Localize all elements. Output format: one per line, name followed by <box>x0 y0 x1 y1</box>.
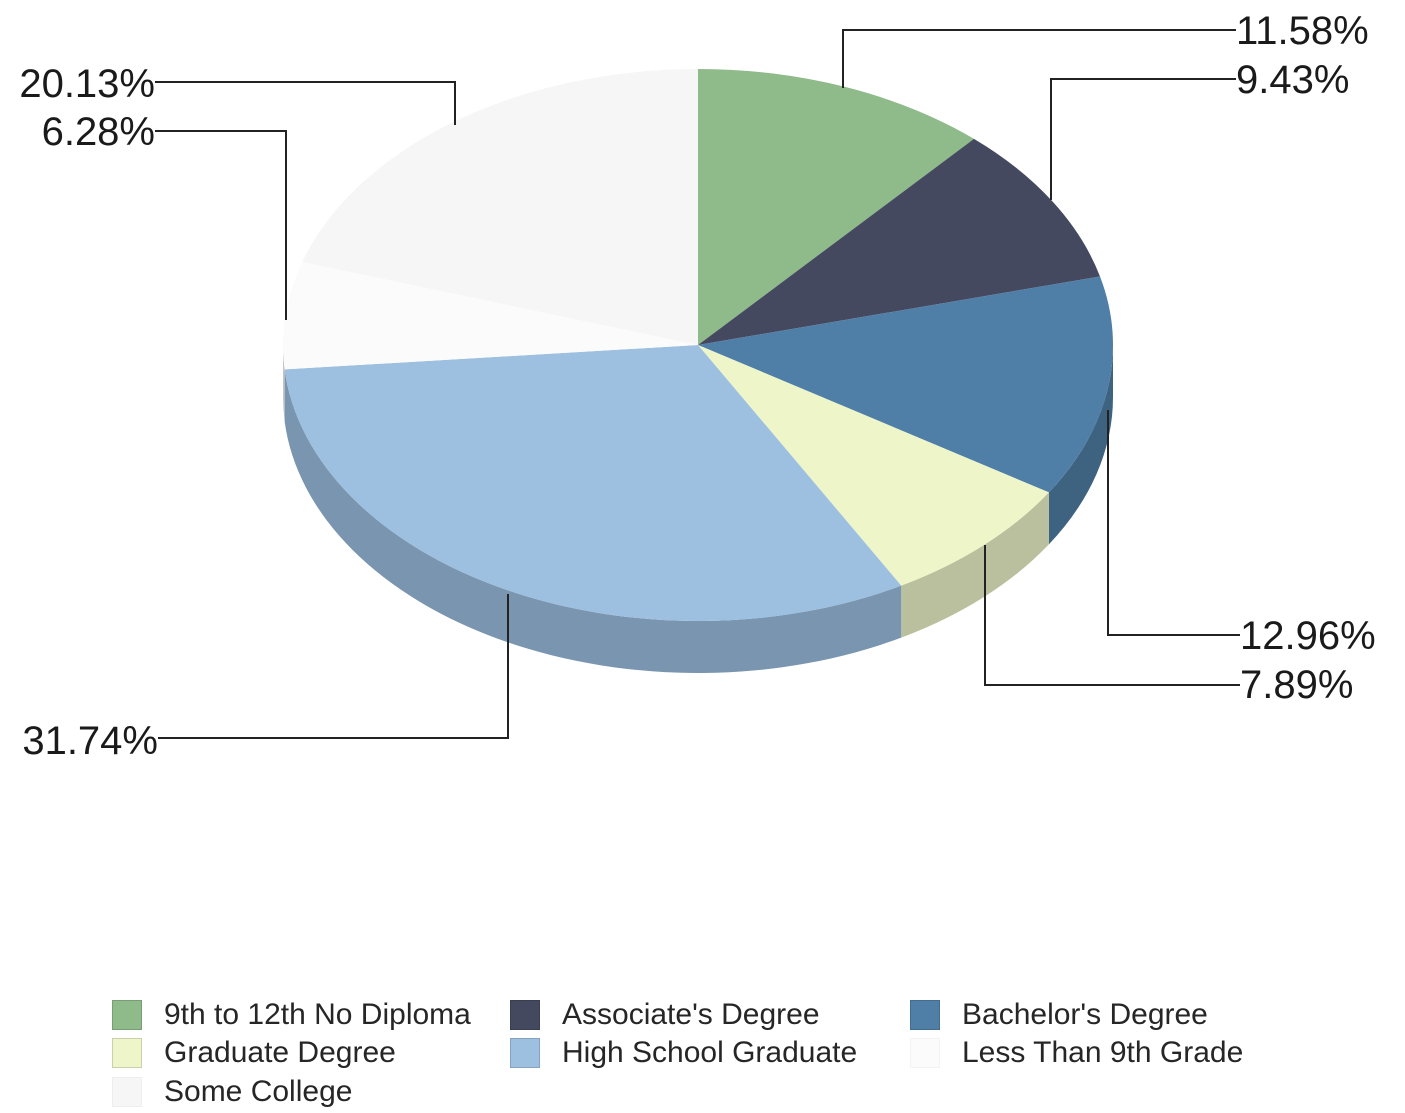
legend-item-bachelor-s-degree: Bachelor's Degree <box>910 996 1208 1034</box>
pie-slice-bachelor-s-degree <box>698 276 1113 493</box>
leader-line-associate-s-degree <box>1050 78 1236 200</box>
pct-label-less-than-9th-grade: 6.28% <box>42 110 155 154</box>
pie-slice-9th-to-12th-no-diploma <box>698 69 974 345</box>
legend-swatch-less-than-9th-grade <box>910 1038 940 1068</box>
pie-side-walls <box>283 345 1113 674</box>
legend-item-less-than-9th-grade: Less Than 9th Grade <box>910 1034 1243 1072</box>
legend-item-some-college: Some College <box>112 1073 352 1111</box>
legend-swatch-9th-to-12th-no-diploma <box>112 1000 142 1030</box>
leader-line-some-college <box>155 81 456 125</box>
pct-label-high-school-graduate: 31.74% <box>22 719 158 763</box>
chart-legend: 9th to 12th No Diploma Associate's Degree… <box>112 996 1312 1113</box>
leader-line-graduate-degree <box>984 545 1240 686</box>
pie-side-graduate-degree <box>901 492 1049 638</box>
legend-swatch-some-college <box>112 1077 142 1107</box>
leader-line-bachelor-s-degree <box>1107 410 1240 636</box>
pie-slice-less-than-9th-grade <box>283 261 698 370</box>
legend-swatch-graduate-degree <box>112 1038 142 1068</box>
pie-slice-some-college <box>302 69 698 345</box>
pct-label-graduate-degree: 7.89% <box>1240 663 1353 707</box>
pct-label-9th-to-12th-no-diploma: 11.58% <box>1236 9 1369 53</box>
legend-label-graduate-degree: Graduate Degree <box>164 1036 396 1069</box>
pie-side-less-than-9th-grade <box>283 345 285 422</box>
legend-label-less-than-9th-grade: Less Than 9th Grade <box>962 1036 1244 1069</box>
pct-label-associate-s-degree: 9.43% <box>1236 58 1349 102</box>
legend-item-associate-s-degree: Associate's Degree <box>510 996 820 1034</box>
legend-swatch-bachelor-s-degree <box>910 1000 940 1030</box>
legend-item-high-school-graduate: High School Graduate <box>510 1034 857 1072</box>
leader-line-9th-to-12th-no-diploma <box>842 29 1236 88</box>
pie-top-faces <box>283 69 1113 622</box>
legend-item-graduate-degree: Graduate Degree <box>112 1034 396 1072</box>
percentage-labels: 11.58% 9.43% 12.96% 7.89% 31.74% 6.28%20.13% <box>19 9 1375 763</box>
legend-swatch-associate-s-degree <box>510 1000 540 1030</box>
legend-label-associate-s-degree: Associate's Degree <box>562 998 820 1031</box>
leader-lines <box>155 29 1240 739</box>
pie-slice-high-school-graduate <box>284 345 902 622</box>
pie-slice-associate-s-degree <box>698 138 1101 345</box>
leader-line-less-than-9th-grade <box>155 130 287 320</box>
pie-side-high-school-graduate <box>284 369 902 674</box>
pie-slice-graduate-degree <box>698 345 1049 586</box>
pct-label-bachelor-s-degree: 12.96% <box>1240 614 1376 658</box>
legend-label-9th-to-12th-no-diploma: 9th to 12th No Diploma <box>164 998 471 1031</box>
legend-swatch-high-school-graduate <box>510 1038 540 1068</box>
pct-label-some-college: 20.13% <box>19 62 155 106</box>
pie-side-bachelor-s-degree <box>1048 345 1113 545</box>
legend-label-bachelor-s-degree: Bachelor's Degree <box>962 998 1208 1031</box>
legend-label-high-school-graduate: High School Graduate <box>562 1036 858 1069</box>
leader-line-high-school-graduate <box>158 594 509 739</box>
legend-item-9th-to-12th-no-diploma: 9th to 12th No Diploma <box>112 996 471 1034</box>
legend-label-some-college: Some College <box>164 1075 353 1108</box>
